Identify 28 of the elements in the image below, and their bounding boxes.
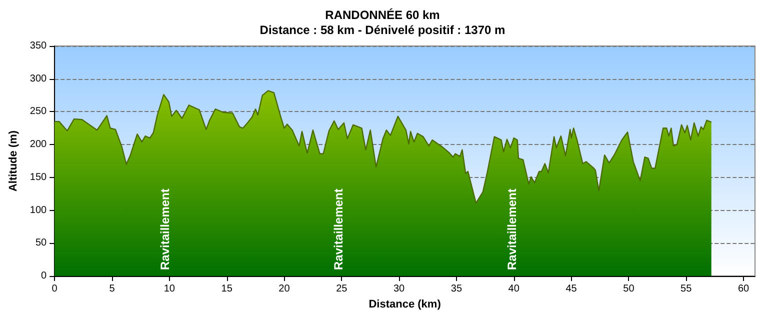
y-tick-label: 50 [35,238,48,249]
x-tick-label: 15 [221,284,233,294]
y-tick-label: 150 [30,172,48,183]
x-tick-label: 50 [623,284,635,294]
x-tick-label: 60 [738,284,750,294]
x-tick-label: 5 [109,284,116,294]
x-tick-label: 45 [566,284,578,294]
x-tick-label: 30 [393,284,406,294]
annotation: Ravitaillement [331,188,346,270]
y-tick-label: 200 [30,139,48,150]
x-tick-label: 35 [450,284,462,294]
annotation: Ravitaillement [158,188,172,270]
x-tick-label: 10 [164,284,176,294]
y-tick-label: 250 [30,106,48,118]
x-tick-label: 40 [508,284,520,294]
y-axis-title: Altitude (m) [8,130,20,192]
x-tick-label: 55 [680,284,692,294]
chart-title: RANDONNÉE 60 km [325,8,440,22]
y-tick-label: 100 [30,204,48,216]
x-axis-title: Distance (km) [368,298,442,310]
y-tick-label: 0 [41,270,48,282]
x-tick-label: 20 [278,284,290,294]
x-tick-label: 0 [52,284,58,294]
annotation: Ravitaillement [505,188,520,270]
y-tick-label: 350 [30,40,48,52]
x-tick-label: 25 [336,284,348,294]
chart-subtitle: Distance : 58 km - Dénivelé positif : 1370 m [260,23,506,37]
y-tick-label: 300 [30,73,48,84]
